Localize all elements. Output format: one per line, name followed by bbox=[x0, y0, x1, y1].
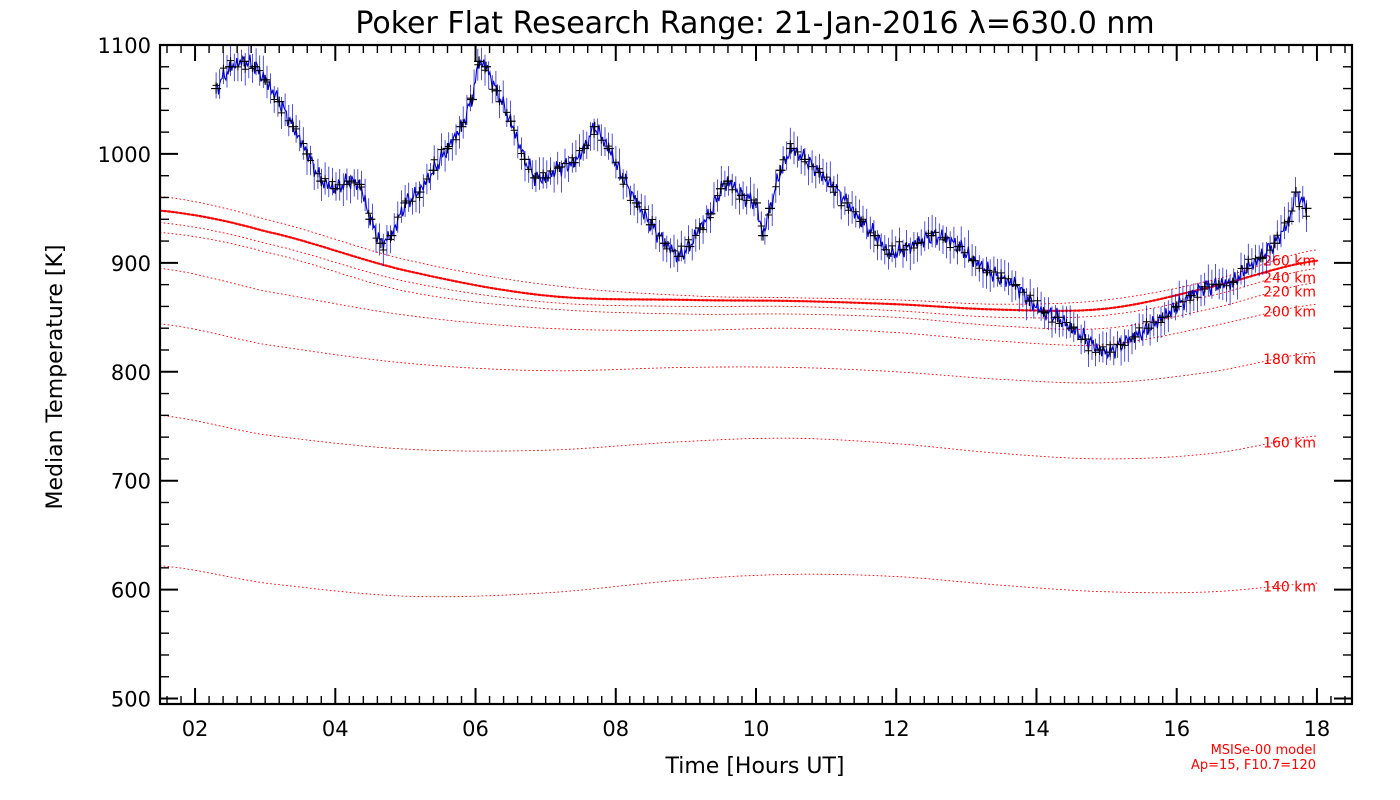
data-point-marker bbox=[239, 56, 250, 67]
y-tick-label-1000: 1000 bbox=[98, 143, 151, 167]
data-point-marker bbox=[249, 61, 260, 72]
data-point-marker bbox=[519, 154, 530, 165]
data-point-marker bbox=[1105, 347, 1116, 358]
y-tick-label-500: 500 bbox=[111, 688, 151, 712]
data-point-marker bbox=[1157, 312, 1168, 323]
data-point-marker bbox=[842, 197, 853, 208]
data-point-marker bbox=[274, 96, 285, 107]
data-point-marker bbox=[786, 143, 797, 154]
axes: 02 04 06 08 10 12 14 16 18 500 600 700 800 900 1000 110… bbox=[98, 34, 1354, 741]
model-label-260-km: 260 km bbox=[1263, 253, 1316, 269]
data-point-marker bbox=[1283, 216, 1294, 227]
data-point-marker bbox=[1269, 238, 1280, 249]
x-tick-label-04: 04 bbox=[322, 717, 349, 741]
data-point-marker bbox=[1255, 252, 1266, 263]
y-tick-label-700: 700 bbox=[111, 470, 151, 494]
data-point-marker bbox=[505, 116, 516, 127]
data-point-marker bbox=[1129, 331, 1140, 342]
x-tick-label-02: 02 bbox=[182, 717, 209, 741]
model-label-180-km: 180 km bbox=[1263, 352, 1316, 368]
data-point-marker bbox=[1301, 203, 1312, 214]
data-point-marker bbox=[1227, 277, 1238, 288]
data-point-marker bbox=[589, 121, 600, 132]
chart-title: Poker Flat Research Range: 21-Jan-2016 λ… bbox=[355, 6, 1154, 41]
y-tick-label-600: 600 bbox=[111, 579, 151, 603]
data-point-marker bbox=[631, 197, 642, 208]
data-point-marker bbox=[684, 241, 695, 252]
x-tick-label-08: 08 bbox=[602, 717, 629, 741]
y-tick-label-900: 900 bbox=[111, 252, 151, 276]
model-curve-260-km bbox=[159, 195, 1318, 305]
data-point-marker bbox=[884, 249, 895, 260]
data-point-marker bbox=[540, 172, 551, 183]
data-point-marker bbox=[870, 230, 881, 241]
data-point-marker bbox=[645, 219, 656, 230]
model-curve-250-km bbox=[158, 209, 1318, 313]
x-tick-label-14: 14 bbox=[1023, 717, 1050, 741]
data-point-marker bbox=[1052, 312, 1063, 323]
model-label-140-km: 140 km bbox=[1263, 579, 1316, 595]
data-point-marker bbox=[302, 148, 313, 159]
data-point-marker bbox=[765, 203, 776, 214]
model-label-200-km: 200 km bbox=[1263, 305, 1316, 321]
data-point-marker bbox=[1066, 323, 1077, 334]
data-point-marker bbox=[375, 238, 386, 249]
data-point-marker bbox=[530, 172, 541, 183]
y-axis-label: Median Temperature [K] bbox=[43, 245, 68, 510]
x-tick-label-12: 12 bbox=[883, 717, 910, 741]
model-label-240-km: 240 km bbox=[1263, 271, 1316, 287]
data-point-marker bbox=[260, 74, 271, 85]
data-point-marker bbox=[456, 121, 467, 132]
data-point-marker bbox=[442, 143, 453, 154]
data-point-marker bbox=[968, 255, 979, 266]
data-point-marker bbox=[828, 181, 839, 192]
y-tick-label-1100: 1100 bbox=[98, 34, 151, 58]
data-point-marker bbox=[1024, 295, 1035, 306]
x-tick-label-18: 18 bbox=[1304, 717, 1331, 741]
x-tick-label-10: 10 bbox=[743, 717, 770, 741]
model-name-note: MSISe-00 model bbox=[1211, 743, 1316, 758]
data-point-marker bbox=[898, 244, 909, 255]
data-point-marker bbox=[554, 161, 565, 172]
y-tick-label-800: 800 bbox=[111, 361, 151, 385]
data-point-marker bbox=[715, 183, 726, 194]
data-point-marker bbox=[659, 238, 670, 249]
x-tick-label-06: 06 bbox=[462, 717, 489, 741]
model-curve-180-km bbox=[159, 323, 1318, 384]
model-parameters-note: Ap=15, F10.7=120 bbox=[1191, 758, 1316, 773]
model-curve-200-km bbox=[159, 267, 1318, 346]
data-point-marker bbox=[912, 238, 923, 249]
data-point-marker bbox=[775, 165, 786, 176]
data-point-marker bbox=[365, 214, 376, 225]
model-label-160-km: 160 km bbox=[1263, 435, 1316, 451]
data-point-marker bbox=[330, 183, 341, 194]
data-point-marker bbox=[1185, 290, 1196, 301]
data-point-marker bbox=[428, 165, 439, 176]
data-point-marker bbox=[856, 216, 867, 227]
model-curve-160-km bbox=[159, 414, 1318, 460]
data-point-marker bbox=[673, 251, 684, 262]
model-label-220-km: 220 km bbox=[1263, 284, 1316, 300]
measured-sample-markers bbox=[212, 57, 1310, 356]
data-point-marker bbox=[1038, 306, 1049, 317]
data-point-marker bbox=[467, 94, 478, 105]
data-point-marker bbox=[491, 85, 502, 96]
data-point-marker bbox=[1143, 323, 1154, 334]
data-point-marker bbox=[354, 179, 365, 190]
x-tick-label-16: 16 bbox=[1163, 717, 1190, 741]
data-point-marker bbox=[1171, 301, 1182, 312]
measured-series bbox=[211, 45, 1312, 367]
data-point-marker bbox=[940, 232, 951, 243]
data-point-marker bbox=[982, 265, 993, 276]
data-point-marker bbox=[568, 157, 579, 168]
model-curve-140-km bbox=[159, 565, 1318, 598]
x-axis-label: Time [Hours UT] bbox=[665, 754, 845, 779]
data-point-marker bbox=[758, 230, 769, 241]
data-point-marker bbox=[1290, 187, 1301, 198]
